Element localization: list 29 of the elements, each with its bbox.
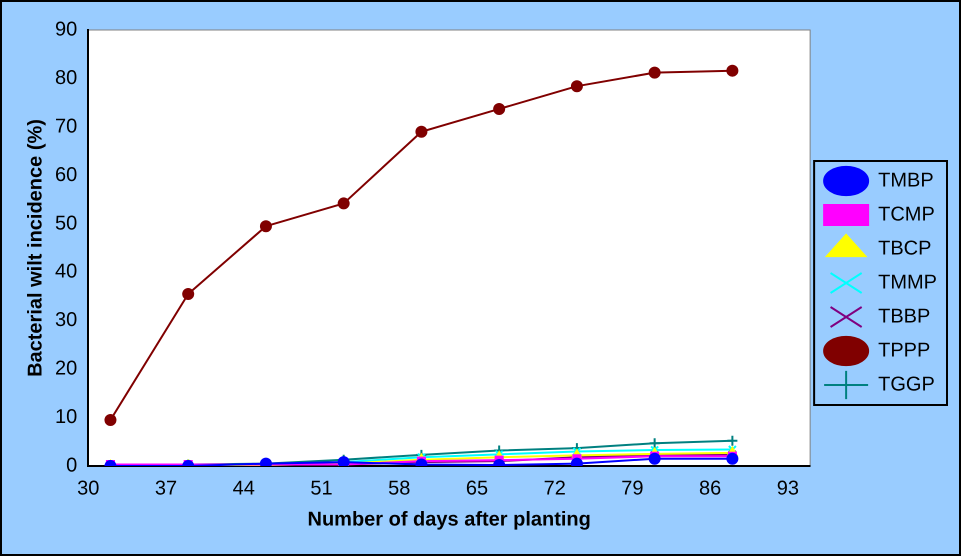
y-tick-label: 60 — [54, 164, 78, 186]
y-tick-label: 80 — [54, 66, 78, 89]
legend-label: TCMP — [878, 204, 935, 226]
legend-label: TPPP — [878, 340, 930, 362]
x-tick-label: 93 — [776, 478, 800, 500]
y-tick-label: 0 — [66, 454, 78, 477]
legend-label: TMMP — [878, 272, 938, 294]
y-tick-label: 10 — [54, 406, 78, 428]
x-tick-label: 44 — [232, 478, 255, 500]
y-tick-label: 50 — [54, 212, 78, 234]
y-tick-label: 20 — [54, 358, 78, 380]
legend-label: TBCP — [878, 238, 932, 260]
x-tick-label: 30 — [77, 478, 100, 500]
y-tick-label: 30 — [54, 309, 78, 332]
y-tick-label: 70 — [54, 115, 78, 138]
x-tick-label: 72 — [544, 478, 566, 500]
x-tick-label: 58 — [388, 478, 410, 500]
y-tick-label: 90 — [54, 18, 78, 41]
y-tick-label: 40 — [54, 260, 78, 283]
legend-label: TMBP — [878, 170, 934, 192]
x-tick-label: 79 — [621, 478, 644, 500]
x-tick-label: 51 — [310, 478, 333, 500]
x-axis-title: Number of days after planting — [307, 508, 591, 531]
legend-label: TGGP — [878, 374, 935, 396]
x-tick-label: 86 — [699, 478, 722, 500]
x-tick-label: 65 — [466, 478, 488, 500]
legend-label: TBBP — [878, 306, 930, 328]
y-axis-title: Bacterial wilt incidence (%) — [24, 119, 47, 377]
x-tick-label: 37 — [154, 478, 178, 500]
